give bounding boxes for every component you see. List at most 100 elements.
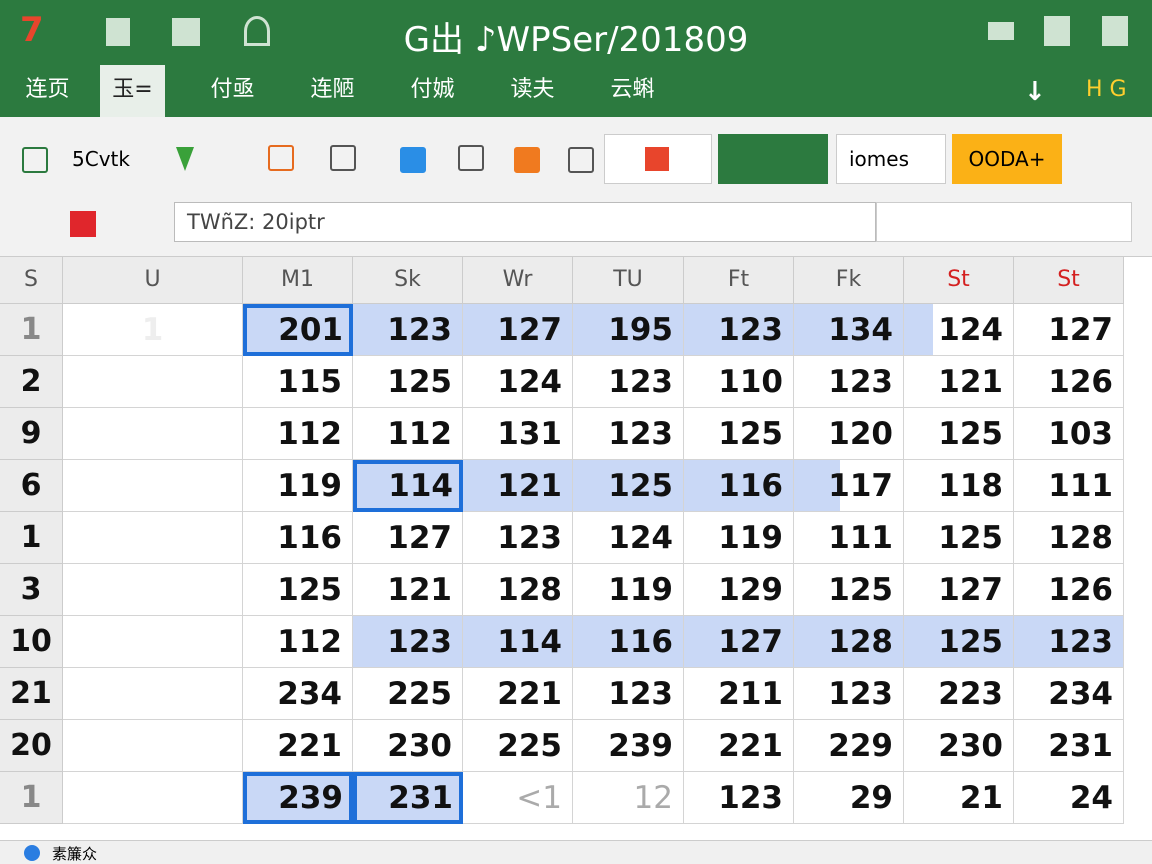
cell[interactable]: 221 xyxy=(684,720,794,772)
cell[interactable]: 119 xyxy=(243,460,353,512)
cell[interactable] xyxy=(63,460,243,512)
cell[interactable]: 124 xyxy=(904,304,1014,356)
cell[interactable]: 123 xyxy=(794,356,904,408)
menu-tab[interactable]: 付亟 xyxy=(210,77,255,102)
column-header[interactable]: St xyxy=(904,257,1014,304)
cell[interactable]: 239 xyxy=(573,720,684,772)
cell[interactable]: 128 xyxy=(794,616,904,668)
cell[interactable]: 125 xyxy=(573,460,684,512)
cell[interactable]: 225 xyxy=(353,668,463,720)
fill-icon[interactable] xyxy=(176,147,194,171)
cell[interactable]: 111 xyxy=(794,512,904,564)
cell[interactable]: 112 xyxy=(243,408,353,460)
cell[interactable]: <1 xyxy=(463,772,573,824)
cell[interactable]: 127 xyxy=(463,304,573,356)
column-header[interactable]: Wr xyxy=(463,257,573,304)
cell[interactable]: 126 xyxy=(1014,564,1124,616)
cell[interactable]: 231 xyxy=(353,772,463,824)
cell[interactable]: 103 xyxy=(1014,408,1124,460)
menu-tab[interactable]: 读夫 xyxy=(510,77,555,102)
cell[interactable] xyxy=(63,408,243,460)
cell[interactable]: 24 xyxy=(1014,772,1124,824)
cell[interactable]: 123 xyxy=(684,772,794,824)
menu-tab[interactable]: 玉= xyxy=(100,65,165,117)
cell[interactable] xyxy=(63,616,243,668)
row-header[interactable]: 20 xyxy=(0,720,63,772)
cell[interactable]: 234 xyxy=(1014,668,1124,720)
cell[interactable]: 111 xyxy=(1014,460,1124,512)
cell[interactable]: 234 xyxy=(243,668,353,720)
cell[interactable]: 123 xyxy=(684,304,794,356)
row-header[interactable]: 21 xyxy=(0,668,63,720)
cell[interactable]: 125 xyxy=(904,616,1014,668)
cell[interactable]: 125 xyxy=(353,356,463,408)
cell[interactable]: 21 xyxy=(904,772,1014,824)
cell[interactable]: 128 xyxy=(463,564,573,616)
row-header[interactable]: 10 xyxy=(0,616,63,668)
cell[interactable]: 123 xyxy=(353,304,463,356)
cell[interactable]: 123 xyxy=(573,668,684,720)
cell[interactable]: 221 xyxy=(463,668,573,720)
tool-icon[interactable] xyxy=(458,145,484,171)
cell[interactable]: 121 xyxy=(904,356,1014,408)
cell[interactable]: 119 xyxy=(684,512,794,564)
cell[interactable]: 29 xyxy=(794,772,904,824)
menu-tab[interactable]: 云蝌 xyxy=(610,77,655,102)
tool-icon[interactable] xyxy=(22,147,48,173)
row-header[interactable]: 9 xyxy=(0,408,63,460)
function-icon[interactable] xyxy=(70,211,96,237)
cell[interactable]: 116 xyxy=(573,616,684,668)
cell[interactable]: 225 xyxy=(463,720,573,772)
tool-icon[interactable] xyxy=(514,147,540,173)
menu-tab[interactable]: 付娍 xyxy=(410,77,455,102)
cell[interactable]: 114 xyxy=(463,616,573,668)
cell[interactable]: 127 xyxy=(1014,304,1124,356)
column-header[interactable]: M1 xyxy=(243,257,353,304)
action-button[interactable]: OODA+ xyxy=(952,134,1062,184)
row-header[interactable]: 2 xyxy=(0,356,63,408)
cell[interactable]: 12 xyxy=(573,772,684,824)
format-icon[interactable] xyxy=(244,16,270,46)
tool-icon[interactable] xyxy=(330,145,356,171)
cell[interactable]: 125 xyxy=(794,564,904,616)
row-header[interactable]: 6 xyxy=(0,460,63,512)
back-icon[interactable] xyxy=(988,22,1014,40)
style-box[interactable]: iomes xyxy=(836,134,946,184)
row-header[interactable]: 1 xyxy=(0,304,63,356)
column-header[interactable]: St xyxy=(1014,257,1124,304)
cell[interactable]: 118 xyxy=(904,460,1014,512)
cell[interactable]: 230 xyxy=(353,720,463,772)
color-picker[interactable] xyxy=(604,134,712,184)
cell[interactable]: 221 xyxy=(243,720,353,772)
cell[interactable]: 125 xyxy=(684,408,794,460)
cell[interactable]: 112 xyxy=(353,408,463,460)
cell[interactable]: 121 xyxy=(463,460,573,512)
menu-tab[interactable]: 连陋 xyxy=(310,77,355,102)
cell[interactable] xyxy=(63,512,243,564)
cell[interactable]: 127 xyxy=(684,616,794,668)
cell[interactable] xyxy=(63,772,243,824)
cell[interactable]: 125 xyxy=(243,564,353,616)
cell[interactable]: 195 xyxy=(573,304,684,356)
cell[interactable]: 223 xyxy=(904,668,1014,720)
cell[interactable]: 121 xyxy=(353,564,463,616)
menu-right[interactable]: H G xyxy=(1086,77,1127,102)
home-icon[interactable] xyxy=(1102,16,1128,46)
download-icon[interactable]: ↓ xyxy=(1024,77,1046,107)
cell[interactable] xyxy=(63,356,243,408)
cell[interactable]: 126 xyxy=(1014,356,1124,408)
cell[interactable]: 123 xyxy=(573,408,684,460)
cell[interactable]: 125 xyxy=(904,408,1014,460)
row-header[interactable]: 1 xyxy=(0,772,63,824)
menu-tab[interactable]: 连页 xyxy=(25,77,70,102)
cell[interactable] xyxy=(63,720,243,772)
row-header[interactable]: 3 xyxy=(0,564,63,616)
column-header[interactable]: Sk xyxy=(353,257,463,304)
cell[interactable]: 127 xyxy=(353,512,463,564)
cell[interactable]: 116 xyxy=(243,512,353,564)
cell[interactable]: 231 xyxy=(1014,720,1124,772)
cell[interactable]: 128 xyxy=(1014,512,1124,564)
name-box[interactable] xyxy=(876,202,1132,242)
cell[interactable]: 201 xyxy=(243,304,353,356)
row-header[interactable]: 1 xyxy=(0,512,63,564)
